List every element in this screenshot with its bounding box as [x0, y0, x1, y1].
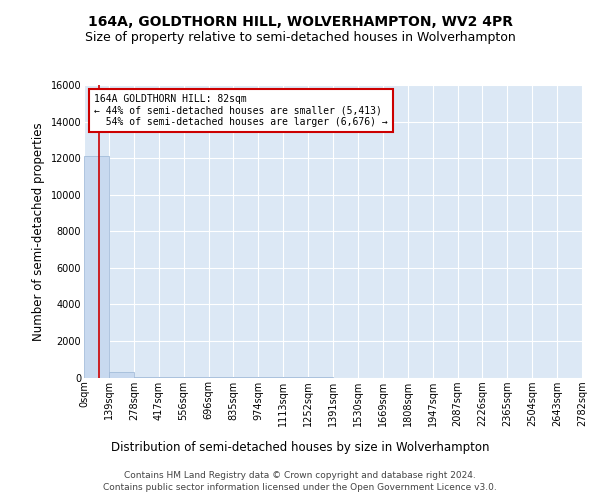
- Text: Contains HM Land Registry data © Crown copyright and database right 2024.: Contains HM Land Registry data © Crown c…: [124, 472, 476, 480]
- Text: Distribution of semi-detached houses by size in Wolverhampton: Distribution of semi-detached houses by …: [111, 441, 489, 454]
- Bar: [84, 156, 109, 378]
- Y-axis label: Number of semi-detached properties: Number of semi-detached properties: [32, 122, 45, 340]
- Text: Size of property relative to semi-detached houses in Wolverhampton: Size of property relative to semi-detach…: [85, 31, 515, 44]
- Text: Contains public sector information licensed under the Open Government Licence v3: Contains public sector information licen…: [103, 483, 497, 492]
- Bar: [109, 372, 134, 378]
- Text: 164A, GOLDTHORN HILL, WOLVERHAMPTON, WV2 4PR: 164A, GOLDTHORN HILL, WOLVERHAMPTON, WV2…: [88, 16, 512, 30]
- Text: 164A GOLDTHORN HILL: 82sqm
← 44% of semi-detached houses are smaller (5,413)
  5: 164A GOLDTHORN HILL: 82sqm ← 44% of semi…: [94, 94, 388, 127]
